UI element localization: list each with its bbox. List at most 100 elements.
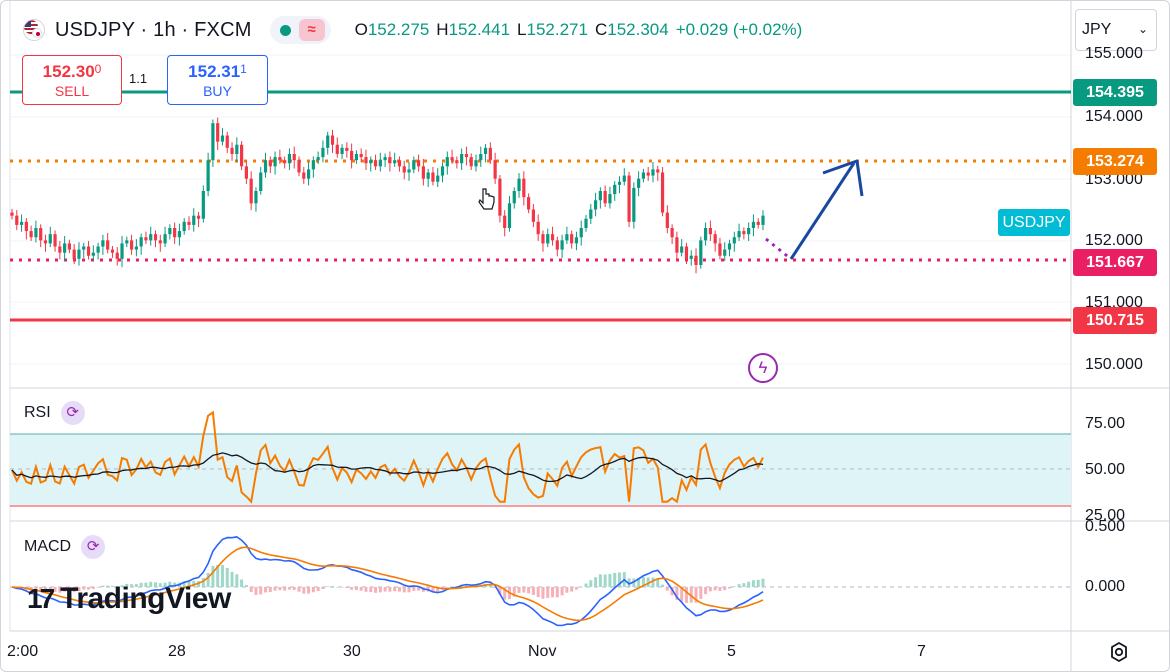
candle-body[interactable] xyxy=(230,147,234,154)
candle-body[interactable] xyxy=(335,144,339,154)
currency-select[interactable]: JPY ⌄ xyxy=(1075,9,1157,51)
candle-body[interactable] xyxy=(359,154,363,158)
candle-body[interactable] xyxy=(201,191,205,219)
candle-body[interactable] xyxy=(488,147,492,161)
settings-gear-icon[interactable] xyxy=(1107,640,1131,664)
candle-body[interactable] xyxy=(613,184,617,195)
candle-body[interactable] xyxy=(306,169,311,179)
candle-body[interactable] xyxy=(110,249,115,253)
candle-body[interactable] xyxy=(699,240,703,265)
candle-body[interactable] xyxy=(43,240,48,244)
candle-body[interactable] xyxy=(479,154,483,161)
candle-body[interactable] xyxy=(273,157,277,167)
candle-body[interactable] xyxy=(546,234,550,244)
candle-body[interactable] xyxy=(751,221,756,228)
candle-body[interactable] xyxy=(646,172,650,176)
candle-body[interactable] xyxy=(39,228,43,241)
candle-body[interactable] xyxy=(761,215,765,225)
candle-body[interactable] xyxy=(115,252,119,259)
lightning-icon[interactable]: ϟ xyxy=(748,353,778,383)
candle-body[interactable] xyxy=(48,234,52,244)
candle-body[interactable] xyxy=(263,160,268,173)
signal-line[interactable] xyxy=(11,546,764,622)
candle-body[interactable] xyxy=(211,123,215,161)
macd-title[interactable]: MACD ⟳ xyxy=(24,535,106,559)
candle-body[interactable] xyxy=(187,221,191,225)
candle-body[interactable] xyxy=(34,228,38,238)
candle-body[interactable] xyxy=(455,160,459,164)
candle-body[interactable] xyxy=(493,160,497,179)
candle-body[interactable] xyxy=(579,228,583,238)
candle-body[interactable] xyxy=(91,252,95,256)
candle-body[interactable] xyxy=(139,237,143,247)
candle-body[interactable] xyxy=(536,221,540,235)
candle-body[interactable] xyxy=(440,166,445,176)
candle-body[interactable] xyxy=(483,147,488,154)
candle-body[interactable] xyxy=(589,209,593,219)
candle-body[interactable] xyxy=(297,160,301,173)
candle-body[interactable] xyxy=(732,237,736,244)
candle-body[interactable] xyxy=(278,157,282,161)
candle-body[interactable] xyxy=(517,178,521,191)
candle-body[interactable] xyxy=(407,169,411,173)
candle-body[interactable] xyxy=(149,234,153,241)
candle-body[interactable] xyxy=(72,249,76,259)
candle-body[interactable] xyxy=(464,154,469,158)
candle-body[interactable] xyxy=(689,255,693,259)
candle-body[interactable] xyxy=(364,157,368,164)
candle-body[interactable] xyxy=(82,246,86,250)
refresh-icon[interactable]: ⟳ xyxy=(60,401,85,425)
candle-body[interactable] xyxy=(431,172,435,182)
candle-body[interactable] xyxy=(378,160,382,167)
symbol-title[interactable]: USDJPY · 1h · FXCM xyxy=(55,18,252,41)
candle-body[interactable] xyxy=(527,197,531,210)
candle-body[interactable] xyxy=(388,157,392,164)
candle-body[interactable] xyxy=(249,178,253,204)
candle-body[interactable] xyxy=(311,160,315,170)
candle-body[interactable] xyxy=(158,240,162,244)
candle-body[interactable] xyxy=(632,187,636,222)
candle-body[interactable] xyxy=(550,234,555,241)
candle-body[interactable] xyxy=(445,157,449,167)
candle-body[interactable] xyxy=(235,144,239,154)
candle-body[interactable] xyxy=(651,169,655,176)
candle-body[interactable] xyxy=(421,166,425,179)
candle-body[interactable] xyxy=(120,243,124,259)
candle-body[interactable] xyxy=(216,123,220,142)
candle-body[interactable] xyxy=(574,237,579,244)
candle-body[interactable] xyxy=(531,209,535,222)
candle-body[interactable] xyxy=(684,246,689,259)
candle-body[interactable] xyxy=(627,175,631,222)
candle-body[interactable] xyxy=(244,166,248,179)
refresh-icon[interactable]: ⟳ xyxy=(81,535,106,559)
candle-body[interactable] xyxy=(713,234,717,244)
candle-body[interactable] xyxy=(637,178,641,188)
candle-body[interactable] xyxy=(670,228,674,238)
candle-body[interactable] xyxy=(182,221,186,232)
candle-body[interactable] xyxy=(656,169,660,173)
candle-body[interactable] xyxy=(373,160,378,167)
candle-body[interactable] xyxy=(756,221,760,225)
low-price-tag[interactable]: 150.715 xyxy=(1073,307,1157,334)
candle-body[interactable] xyxy=(206,160,210,191)
candle-body[interactable] xyxy=(474,160,478,167)
projection-arrow[interactable] xyxy=(789,162,856,260)
candle-body[interactable] xyxy=(330,135,335,145)
candle-body[interactable] xyxy=(24,221,28,232)
candle-body[interactable] xyxy=(259,172,263,192)
candle-body[interactable] xyxy=(340,147,344,154)
candle-body[interactable] xyxy=(19,221,24,225)
candle-body[interactable] xyxy=(703,228,708,241)
candle-body[interactable] xyxy=(393,160,397,164)
candle-body[interactable] xyxy=(15,215,19,225)
candle-body[interactable] xyxy=(86,246,91,256)
candle-body[interactable] xyxy=(436,175,440,182)
candle-body[interactable] xyxy=(316,157,320,161)
candle-body[interactable] xyxy=(196,215,201,219)
candle-body[interactable] xyxy=(460,154,464,164)
candle-body[interactable] xyxy=(220,135,225,142)
rsi-ma-line[interactable] xyxy=(11,452,764,483)
candle-body[interactable] xyxy=(321,147,325,158)
candle-body[interactable] xyxy=(10,212,14,216)
candle-body[interactable] xyxy=(268,160,272,167)
